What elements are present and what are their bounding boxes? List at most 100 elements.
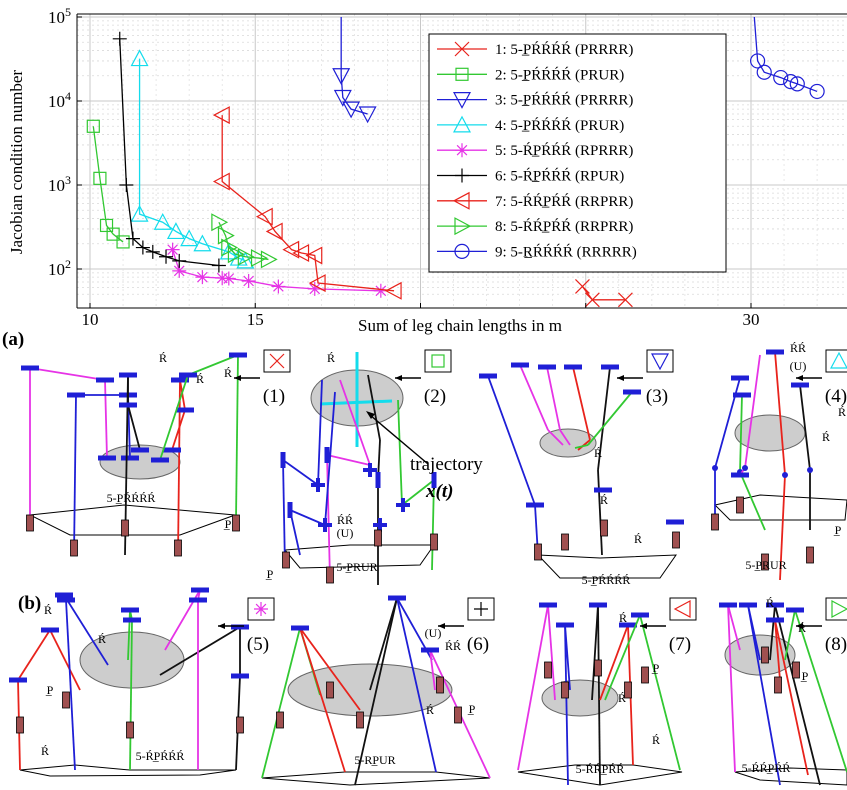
data-point-marker <box>106 227 120 241</box>
series-8 <box>211 213 278 269</box>
leg-link <box>714 377 741 469</box>
joint-marker <box>601 364 619 370</box>
joint-type-label: 5-P̲RUR <box>745 558 786 572</box>
prismatic-joint <box>561 533 569 551</box>
joint-type-label: P̲ <box>223 517 232 531</box>
data-point-marker <box>254 602 268 616</box>
data-point-marker <box>153 212 172 230</box>
marker-badge: (8) <box>796 597 847 655</box>
robot-panel-7: Ŕ P̲ Ŕ Ŕ 5-ŔŔP̲ŔŔ (7) <box>517 597 697 786</box>
data-point-marker <box>130 204 149 222</box>
leg-link <box>559 429 571 446</box>
panel-number: (6) <box>467 634 489 655</box>
leg-link <box>779 474 786 581</box>
data-point-marker <box>307 281 322 296</box>
data-point-marker <box>809 83 825 100</box>
data-point-marker <box>756 64 772 80</box>
base-polygon <box>283 544 435 569</box>
prismatic-joint <box>326 681 334 699</box>
robot-panel-5: Ŕ Ŕ P̲ Ŕ 5-ŔP̲ŔŔŔ (5) <box>9 587 275 777</box>
joint-type-label: Ŕ <box>41 744 49 758</box>
data-point-marker <box>453 115 471 133</box>
legend-label: 6: 5-ŔP̲ŔŔŔ (RPUR) <box>495 168 624 185</box>
leg-link <box>739 471 766 531</box>
data-point-marker <box>455 143 469 158</box>
leg-link <box>282 459 286 569</box>
data-point-marker <box>212 172 230 191</box>
prismatic-joint <box>326 566 334 584</box>
robot-panel-1: Ŕ Ŕ Ŕ P̲ 5-P̲ŔŔŔŔ (1) <box>21 349 291 557</box>
joint-marker <box>121 607 139 613</box>
legend-items: 1: 5-P̲ŔŔŔŔ (PRRRR) 2: 5-P̲ŔŔŔŔ (PRUR) 3: … <box>437 41 637 260</box>
leg-link <box>604 614 641 701</box>
joint-marker <box>231 624 249 630</box>
data-point-marker <box>93 171 107 185</box>
series-2 <box>86 119 130 249</box>
prismatic-joint <box>276 711 284 729</box>
robot-panel-6: (U)ŔŔŔ P̲5-RP̲UR(6) <box>261 595 495 786</box>
data-point-marker <box>165 242 180 257</box>
leg-link <box>547 604 556 701</box>
leg-link <box>127 404 141 451</box>
leg-link <box>727 604 736 773</box>
data-point-marker <box>308 274 326 293</box>
marker-badge: (7) <box>640 597 697 655</box>
prismatic-joint <box>594 659 602 677</box>
joint-marker <box>121 455 139 461</box>
joint-marker <box>733 392 751 398</box>
joint-type-label: (U) <box>790 359 807 373</box>
data-point-marker <box>212 106 230 125</box>
prismatic-joint <box>736 496 744 514</box>
arrow-head-icon <box>218 623 225 629</box>
leg-link <box>324 391 336 526</box>
prismatic-joint <box>561 681 569 699</box>
series-7 <box>212 106 402 300</box>
joint-marker <box>163 447 181 453</box>
data-point-marker <box>116 235 130 249</box>
joint-type-label: Ŕ <box>196 372 204 386</box>
series-layer <box>86 16 825 308</box>
arrow-head-icon <box>438 623 445 629</box>
data-point-marker <box>453 92 471 109</box>
data-point-marker <box>180 229 199 247</box>
arrow-head-icon <box>640 623 647 629</box>
prismatic-joint <box>174 539 182 557</box>
joint-marker <box>526 502 544 508</box>
data-point-marker <box>673 600 691 618</box>
end-effector-platform <box>99 444 181 480</box>
joint-type-label: Ŕ <box>652 733 660 747</box>
data-point-marker <box>172 263 187 278</box>
leg-link <box>794 609 847 773</box>
prismatic-joint <box>232 514 240 532</box>
x-tick-label: 10 <box>82 310 99 329</box>
data-point-marker <box>292 244 310 263</box>
joint-marker <box>666 519 684 525</box>
joint-marker <box>631 612 649 618</box>
prismatic-joint <box>774 676 782 694</box>
legend-item-6: 6: 5-ŔP̲ŔŔŔ (RPUR) <box>437 168 624 185</box>
leg-link <box>774 351 786 476</box>
prismatic-joint <box>236 716 244 734</box>
data-point-marker <box>455 67 469 81</box>
joint-type-label: Ŕ <box>98 632 106 646</box>
data-point-marker <box>217 226 235 245</box>
series-1 <box>575 279 633 308</box>
joint-marker <box>229 352 247 358</box>
axis-ticks: 10 15 30 102 103 104 105 <box>48 5 760 329</box>
joint-type-label: Ŕ <box>159 351 167 365</box>
data-point-marker <box>454 243 470 259</box>
joint-marker <box>191 587 209 593</box>
joint-type-label: Ŕ <box>634 532 642 546</box>
marker-badge: (4) <box>796 349 847 407</box>
data-point-marker <box>260 250 278 269</box>
legend-label: 2: 5-P̲ŔŔŔŔ (PRUR) <box>495 66 624 83</box>
joint-type-label: Ŕ <box>224 366 232 380</box>
data-point-marker <box>112 31 127 46</box>
joint-marker <box>766 349 784 355</box>
leg-link <box>769 604 776 661</box>
leg-link <box>774 619 809 776</box>
data-point-marker <box>125 231 140 246</box>
prismatic-joint <box>641 666 649 684</box>
leg-link <box>326 454 371 466</box>
leg-link <box>574 444 589 449</box>
